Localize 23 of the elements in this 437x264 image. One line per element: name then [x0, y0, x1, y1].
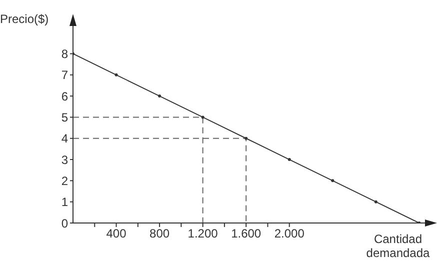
y-tick-label: 0: [61, 216, 68, 230]
point: [288, 158, 291, 162]
y-tick-label: 2: [61, 174, 68, 188]
point: [374, 200, 378, 204]
y-tick-label: 6: [61, 89, 68, 104]
point: [158, 94, 162, 98]
y-tick-label: 3: [61, 152, 68, 167]
x-axis-title: Cantidad demandada: [365, 232, 431, 260]
point: [331, 179, 334, 182]
y-tick-label: 8: [61, 46, 68, 61]
point: [244, 136, 248, 140]
y-tick-label: 7: [61, 68, 68, 82]
x-tick-label: 400: [106, 226, 127, 241]
point: [201, 116, 204, 119]
x-tick-label: 1.200: [188, 226, 218, 241]
point: [114, 73, 118, 76]
y-axis-title: Precio($): [0, 12, 49, 26]
y-tick-label: 5: [61, 110, 68, 124]
x-tick-label: 2.000: [274, 226, 305, 241]
y-tick-label: 4: [61, 132, 68, 146]
y-tick-label: 1: [61, 195, 68, 210]
x-tick-label: 1.600: [231, 226, 262, 241]
x-tick-label: 800: [150, 226, 170, 241]
